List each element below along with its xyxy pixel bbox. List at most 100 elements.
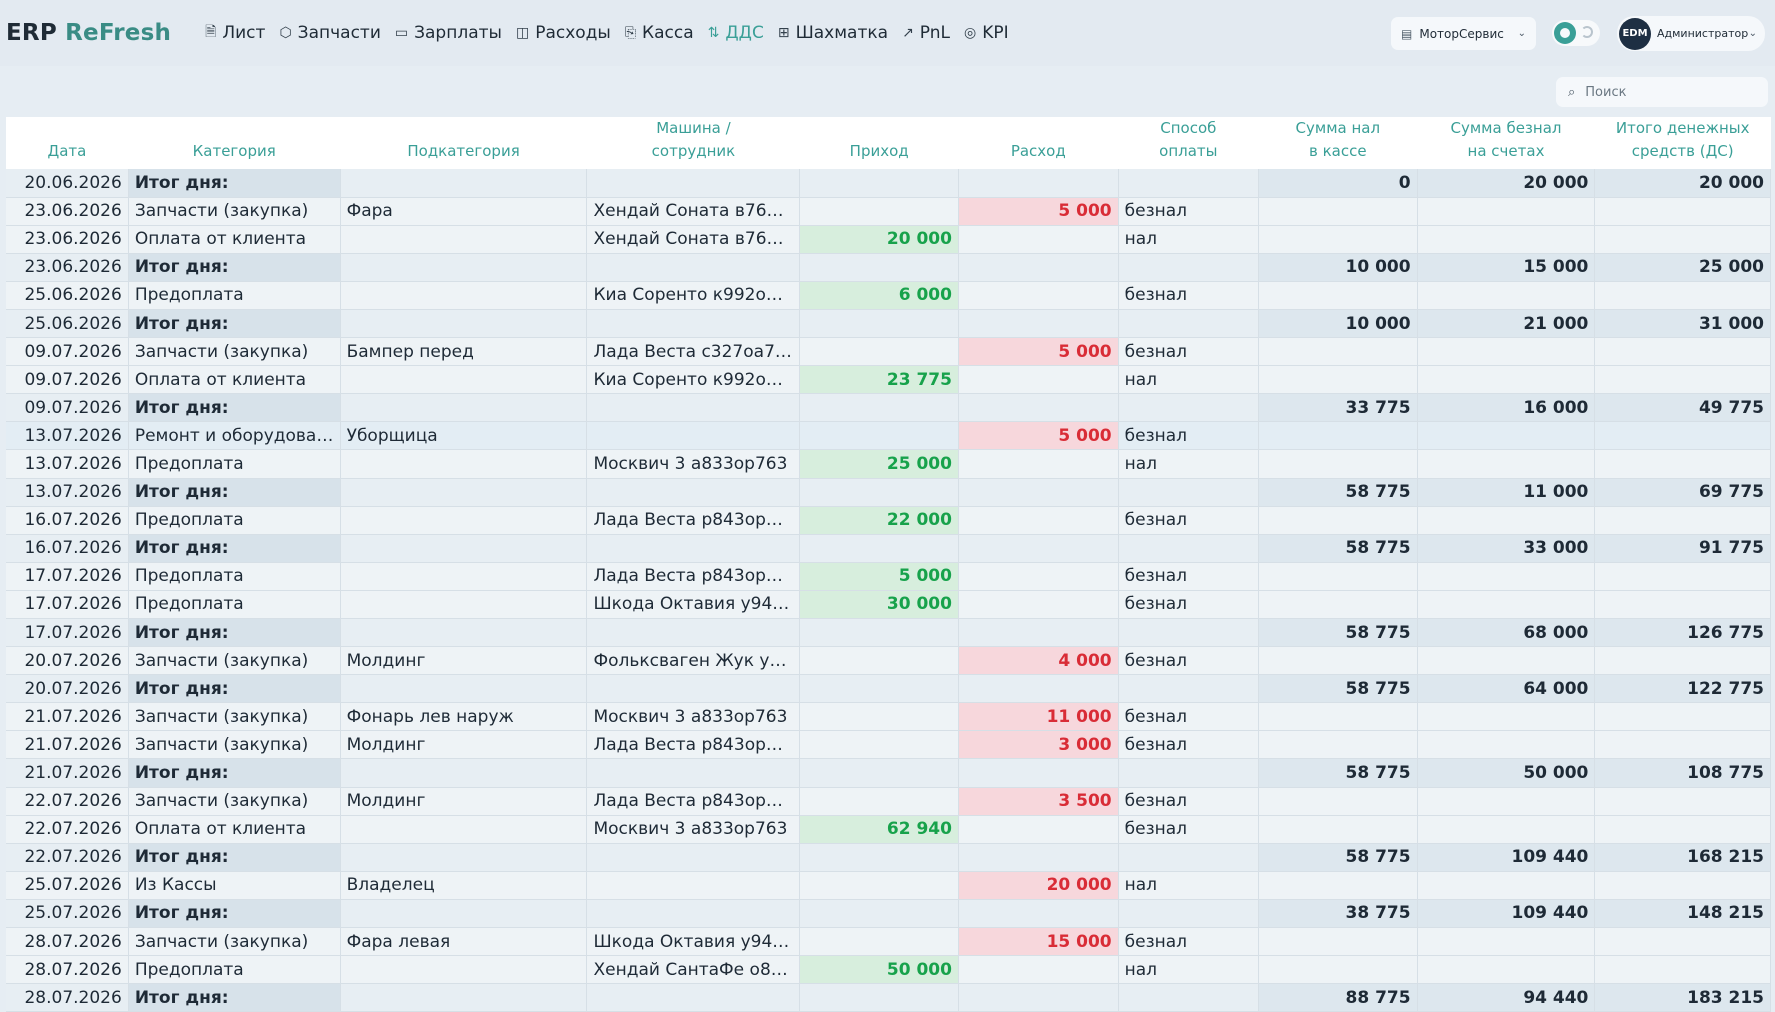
header-subcategory[interactable]: Подкатегория <box>340 117 588 169</box>
organization-select[interactable]: ▤ МоторСервис ⌄ <box>1391 17 1536 50</box>
table-row[interactable]: 17.07.2026 Предоплата Шкода Октавия у943о.… <box>6 590 1771 620</box>
cell-bank-balance <box>1417 506 1596 535</box>
table-row[interactable]: 25.07.2026 Из Кассы Владелец 20 000 нал <box>6 871 1771 900</box>
user-menu[interactable]: EDM Администратор ⌄ <box>1617 16 1765 51</box>
cell-total-funds <box>1594 927 1771 957</box>
grid-icon: ⊞ <box>777 25 790 41</box>
table-row[interactable]: 16.07.2026 Предоплата Лада Веста р843ор763… <box>6 506 1771 535</box>
cell-cash-balance <box>1258 337 1418 367</box>
cell-payment: безнал <box>1118 562 1260 591</box>
day-total-row[interactable]: 09.07.2026 Итог дня: 33 775 16 000 49 775 <box>6 393 1771 423</box>
day-total-row[interactable]: 25.07.2026 Итог дня: 38 775 109 440 148 215 <box>6 899 1771 929</box>
table-row[interactable]: 17.07.2026 Предоплата Лада Веста р843ор763… <box>6 562 1771 591</box>
day-total-row[interactable]: 28.07.2026 Итог дня: 88 775 94 440 183 215 <box>6 983 1771 1012</box>
header-bank-balance[interactable]: Сумма безнал на счетах <box>1417 117 1596 169</box>
day-total-row[interactable]: 22.07.2026 Итог дня: 58 775 109 440 168 215 <box>6 843 1771 872</box>
cell-total-funds <box>1594 871 1771 900</box>
nav-item-1[interactable]: ⬡ Запчасти <box>279 23 380 43</box>
header-date[interactable]: Дата <box>6 117 129 169</box>
cell-date: 17.07.2026 <box>6 618 129 648</box>
cell-total-funds: 69 775 <box>1594 478 1771 507</box>
day-total-row[interactable]: 17.07.2026 Итог дня: 58 775 68 000 126 775 <box>6 618 1771 648</box>
day-total-row[interactable]: 21.07.2026 Итог дня: 58 775 50 000 108 775 <box>6 758 1771 788</box>
nav-item-7[interactable]: ↗ PnL <box>902 23 950 43</box>
cell-expense: 15 000 <box>958 927 1119 957</box>
cell-category: Итог дня: <box>128 534 341 563</box>
table-row[interactable]: 09.07.2026 Запчасти (закупка) Бампер перед… <box>6 337 1771 367</box>
nav-item-label: Касса <box>642 23 694 43</box>
cell-income: 23 775 <box>799 365 959 395</box>
table-row[interactable]: 23.06.2026 Оплата от клиента Хендай Соната… <box>6 225 1771 254</box>
avatar: EDM <box>1619 17 1651 50</box>
cell-subcategory <box>340 281 588 310</box>
day-total-row[interactable]: 20.06.2026 Итог дня: 0 20 000 20 000 <box>6 169 1771 198</box>
cell-income <box>799 646 959 676</box>
cell-category: Предоплата <box>128 506 341 535</box>
nav-item-4[interactable]: ⎘ Касса <box>625 23 694 43</box>
header-expense[interactable]: Расход <box>958 117 1119 169</box>
table-row[interactable]: 20.07.2026 Запчасти (закупка) Молдинг Фольк… <box>6 646 1771 676</box>
cell-income <box>799 421 959 451</box>
search-input[interactable] <box>1585 84 1746 100</box>
cell-payment: безнал <box>1118 197 1260 226</box>
header-cash-balance[interactable]: Сумма нал в кассе <box>1258 117 1418 169</box>
header-income[interactable]: Приход <box>799 117 959 169</box>
table-row[interactable]: 25.06.2026 Предоплата Киа Соренто к992ор76… <box>6 281 1771 310</box>
cell-bank-balance: 15 000 <box>1417 253 1596 282</box>
header-payment-method[interactable]: Способ оплаты <box>1118 117 1260 169</box>
app-logo[interactable]: ERP ReFresh <box>6 20 171 46</box>
cell-car: Хендай Соната в764сс <box>586 225 801 254</box>
cell-expense: 5 000 <box>958 337 1119 367</box>
table-row[interactable]: 21.07.2026 Запчасти (закупка) Фонарь лев н… <box>6 702 1771 732</box>
table-row[interactable]: 28.07.2026 Запчасти (закупка) Фара левая Шк… <box>6 927 1771 957</box>
table-row[interactable]: 13.07.2026 Ремонт и оборудование Уборщица 5… <box>6 421 1771 451</box>
nav-item-5[interactable]: ⇅ ДДС <box>708 23 764 43</box>
cell-cash-balance <box>1258 815 1418 844</box>
header-car-employee[interactable]: Машина / сотрудник <box>586 117 801 169</box>
nav-item-6[interactable]: ⊞ Шахматка <box>778 23 888 43</box>
header-category[interactable]: Категория <box>128 117 341 169</box>
nav-item-2[interactable]: ▭ Зарплаты <box>395 23 502 43</box>
cell-bank-balance: 109 440 <box>1417 899 1596 929</box>
cell-income <box>799 674 959 704</box>
theme-toggle[interactable] <box>1552 20 1600 46</box>
brand-name-part2: ReFresh <box>65 20 172 46</box>
cell-total-funds <box>1594 562 1771 591</box>
cell-payment: безнал <box>1118 730 1260 760</box>
cell-expense: 4 000 <box>958 646 1119 676</box>
day-total-row[interactable]: 20.07.2026 Итог дня: 58 775 64 000 122 775 <box>6 674 1771 704</box>
cell-bank-balance <box>1417 871 1596 900</box>
table-row[interactable]: 13.07.2026 Предоплата Москвич 3 а833ор763 2… <box>6 449 1771 479</box>
cell-expense: 5 000 <box>958 197 1119 226</box>
nav-item-3[interactable]: ◫ Расходы <box>516 23 611 43</box>
day-total-row[interactable]: 25.06.2026 Итог дня: 10 000 21 000 31 000 <box>6 309 1771 339</box>
header-total-funds[interactable]: Итого денежных средств (ДС) <box>1594 117 1771 169</box>
cell-payment: безнал <box>1118 646 1260 676</box>
cell-bank-balance: 64 000 <box>1417 674 1596 704</box>
table-row[interactable]: 28.07.2026 Предоплата Хендай СантаФе о833.… <box>6 955 1771 985</box>
cell-expense: 5 000 <box>958 421 1119 451</box>
cell-date: 23.06.2026 <box>6 225 129 254</box>
cell-total-funds: 49 775 <box>1594 393 1771 423</box>
day-total-row[interactable]: 16.07.2026 Итог дня: 58 775 33 000 91 775 <box>6 534 1771 563</box>
table-row[interactable]: 22.07.2026 Запчасти (закупка) Молдинг Лада … <box>6 787 1771 816</box>
cell-bank-balance <box>1417 337 1596 367</box>
table-row[interactable]: 09.07.2026 Оплата от клиента Киа Соренто к… <box>6 365 1771 395</box>
nav-item-8[interactable]: ◎ KPI <box>964 23 1009 43</box>
cell-cash-balance <box>1258 365 1418 395</box>
table-row[interactable]: 21.07.2026 Запчасти (закупка) Молдинг Лада … <box>6 730 1771 760</box>
cell-income <box>799 983 959 1012</box>
table-row[interactable]: 23.06.2026 Запчасти (закупка) Фара Хендай С… <box>6 197 1771 226</box>
cell-subcategory: Фара левая <box>340 927 588 957</box>
cell-payment <box>1118 758 1260 788</box>
table-row[interactable]: 22.07.2026 Оплата от клиента Москвич 3 а83… <box>6 815 1771 844</box>
cell-bank-balance: 20 000 <box>1417 169 1596 198</box>
cell-cash-balance <box>1258 590 1418 620</box>
day-total-row[interactable]: 13.07.2026 Итог дня: 58 775 11 000 69 775 <box>6 478 1771 507</box>
day-total-row[interactable]: 23.06.2026 Итог дня: 10 000 15 000 25 000 <box>6 253 1771 282</box>
cell-payment: безнал <box>1118 787 1260 816</box>
cell-car: Лада Веста р843ор763 <box>586 506 801 535</box>
nav-item-0[interactable]: 🗎 Лист <box>205 21 265 45</box>
cell-car: Хендай СантаФе о833... <box>586 955 801 985</box>
cell-subcategory <box>340 253 588 282</box>
